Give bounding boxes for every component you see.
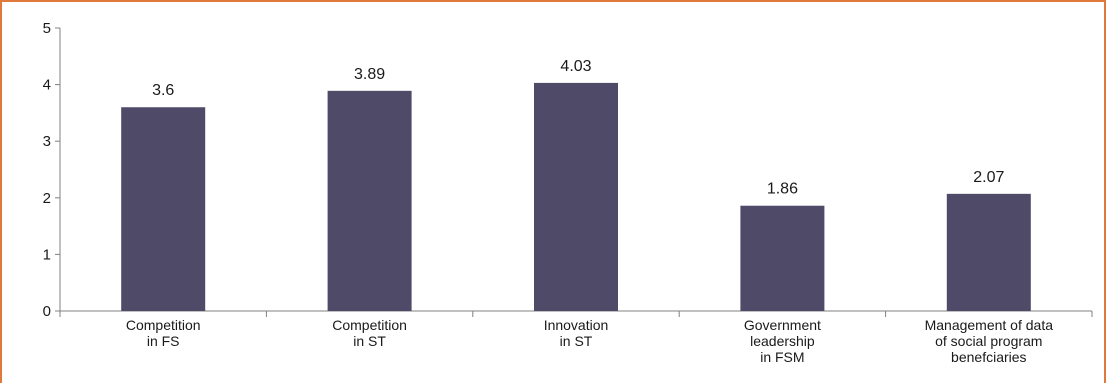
x-category-label: Competition — [332, 317, 407, 333]
bar — [946, 193, 1031, 311]
x-category-label: Innovation — [544, 317, 609, 333]
x-category-label: in ST — [560, 333, 593, 349]
x-category-label: Management of data — [925, 317, 1054, 333]
x-category-label: in ST — [353, 333, 386, 349]
y-tick-label: 4 — [43, 77, 51, 94]
x-category-label: Government — [744, 317, 821, 333]
bar — [740, 205, 825, 311]
data-label: 3.89 — [354, 66, 385, 83]
y-tick-label: 0 — [43, 303, 51, 320]
data-label: 1.86 — [767, 181, 798, 198]
y-tick-label: 1 — [43, 246, 51, 263]
x-category-label: Competition — [126, 317, 201, 333]
x-category-label: benefciaries — [951, 349, 1027, 365]
data-label: 4.03 — [560, 58, 591, 75]
x-category-label: in FS — [147, 333, 180, 349]
y-tick-label: 3 — [43, 133, 51, 150]
x-category-label: in FSM — [760, 349, 804, 365]
y-tick-label: 5 — [43, 20, 51, 37]
data-label: 2.07 — [973, 169, 1004, 186]
x-category-label: leadership — [750, 333, 815, 349]
data-label: 3.6 — [152, 82, 174, 99]
bar — [327, 90, 412, 312]
x-category-label: of social program — [935, 333, 1042, 349]
bar — [121, 107, 206, 312]
bar — [534, 82, 618, 311]
y-tick-label: 2 — [43, 190, 51, 207]
